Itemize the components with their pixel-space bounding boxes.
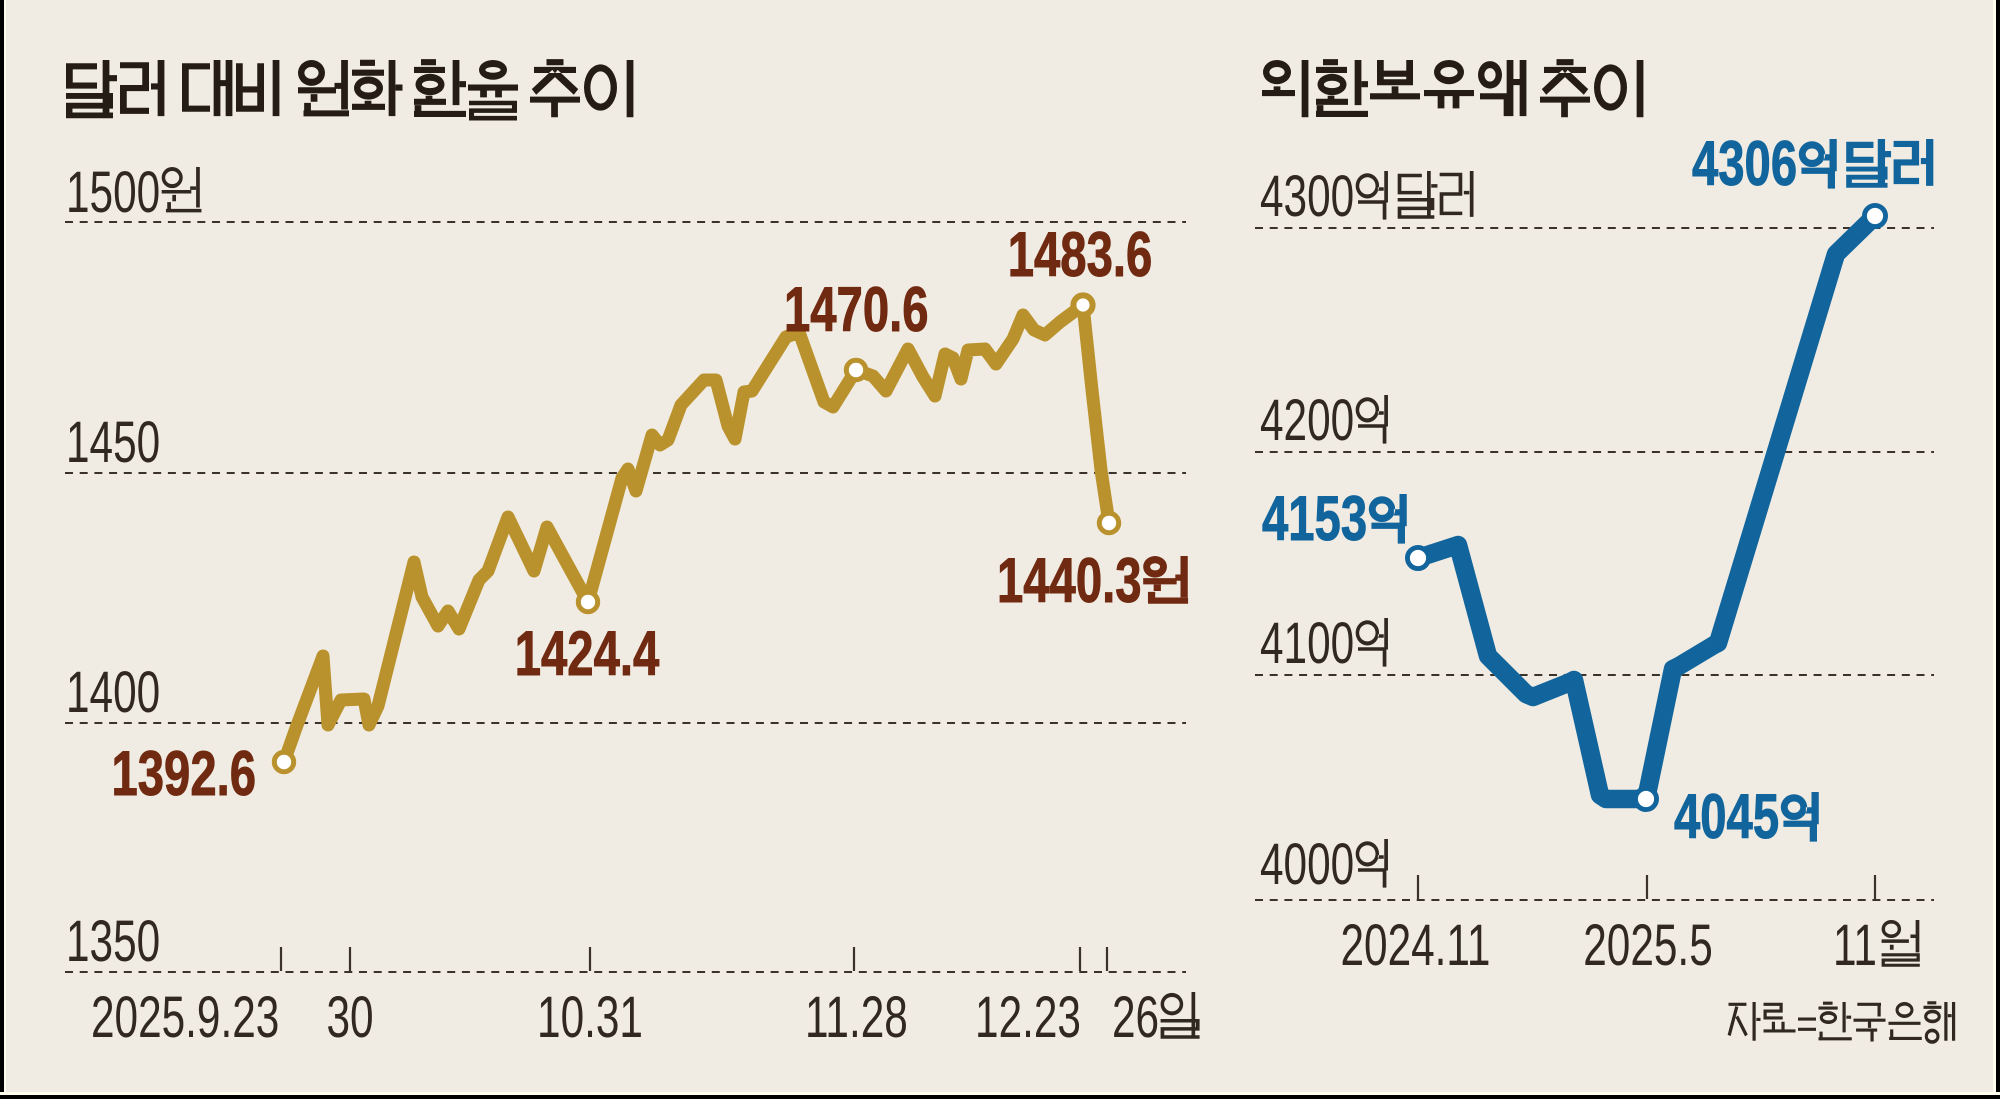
svg-text:26: 26 <box>1112 984 1159 1049</box>
svg-text:4045: 4045 <box>1674 781 1779 851</box>
svg-text:12.23: 12.23 <box>975 984 1081 1049</box>
svg-text:1440.3: 1440.3 <box>997 545 1141 615</box>
svg-text:11.28: 11.28 <box>805 984 908 1049</box>
svg-text:1500: 1500 <box>66 159 160 224</box>
svg-text:2025.5: 2025.5 <box>1583 912 1712 977</box>
svg-text:1450: 1450 <box>66 409 160 474</box>
svg-text:1392.6: 1392.6 <box>112 738 256 808</box>
svg-text:4100: 4100 <box>1260 610 1354 675</box>
svg-text:30: 30 <box>326 984 373 1049</box>
svg-text:4200: 4200 <box>1260 387 1354 452</box>
svg-text:4306: 4306 <box>1692 128 1797 198</box>
svg-text:11: 11 <box>1833 912 1877 977</box>
svg-text:1350: 1350 <box>66 908 160 973</box>
svg-text:10.31: 10.31 <box>537 984 643 1049</box>
svg-text:1483.6: 1483.6 <box>1008 219 1152 289</box>
svg-text:4300: 4300 <box>1260 163 1354 228</box>
svg-text:2024.11: 2024.11 <box>1340 912 1490 977</box>
svg-text:1400: 1400 <box>66 659 160 724</box>
svg-text:4153: 4153 <box>1262 483 1367 553</box>
svg-text:4000: 4000 <box>1260 831 1354 896</box>
svg-text:1424.4: 1424.4 <box>515 618 660 688</box>
svg-text:2025.9.23: 2025.9.23 <box>91 984 279 1049</box>
svg-text:1470.6: 1470.6 <box>784 274 928 344</box>
